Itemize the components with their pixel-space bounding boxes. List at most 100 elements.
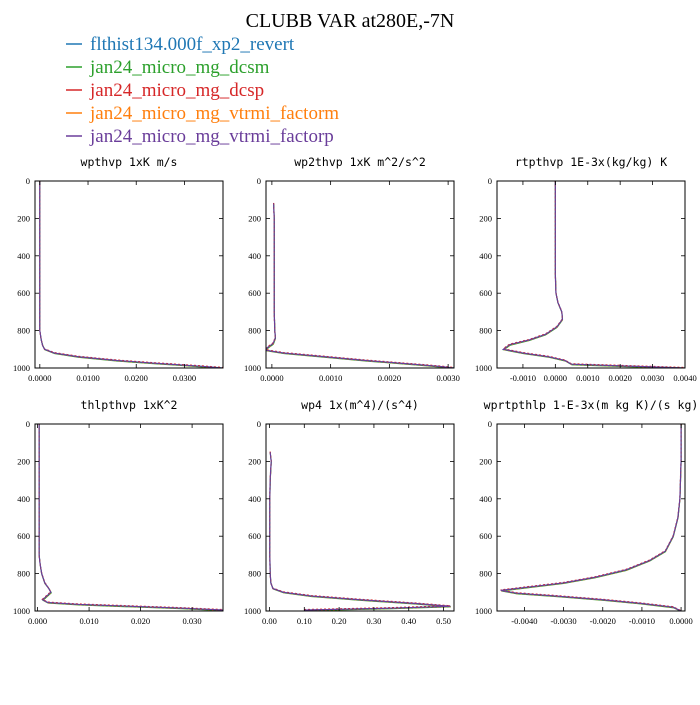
x-tick-label: -0.0020 — [590, 616, 616, 626]
figure-title: CLUBB VAR at280E,-7N — [246, 10, 455, 32]
y-tick-label: 600 — [479, 288, 492, 298]
x-tick-label: 0.20 — [332, 616, 347, 626]
legend-item: jan24_micro_mg_dcsp — [66, 80, 264, 101]
series-line — [266, 203, 454, 368]
y-tick-label: 200 — [17, 456, 30, 466]
y-tick-label: 200 — [479, 213, 492, 223]
x-tick-label: 0.30 — [366, 616, 381, 626]
y-tick-label: 200 — [17, 213, 30, 223]
series-line — [38, 424, 223, 611]
x-tick-label: 0.0000 — [544, 373, 567, 383]
y-tick-label: 400 — [248, 251, 261, 261]
y-tick-label: 400 — [17, 494, 30, 504]
series-line — [266, 203, 454, 368]
y-tick-label: 400 — [248, 494, 261, 504]
x-tick-label: 0.030 — [183, 616, 202, 626]
x-tick-label: 0.0010 — [319, 373, 342, 383]
series-line — [39, 181, 223, 368]
plot-frame — [496, 423, 686, 612]
legend-label: jan24_micro_mg_dcsm — [89, 57, 270, 78]
series-line — [269, 452, 451, 611]
series-line — [502, 181, 683, 368]
y-tick-label: 1000 — [244, 606, 261, 616]
plot-frame — [265, 180, 455, 369]
y-tick-label: 800 — [17, 326, 30, 336]
legend-item: jan24_micro_mg_vtrmi_factorm — [66, 103, 339, 124]
series-line — [269, 451, 451, 611]
series-line — [269, 451, 451, 611]
y-tick-label: 800 — [248, 569, 261, 579]
y-tick-label: 800 — [248, 326, 261, 336]
legend-label: jan24_micro_mg_dcsp — [89, 80, 264, 101]
series-line — [502, 181, 685, 368]
x-tick-label: 0.0030 — [641, 373, 664, 383]
x-tick-label: -0.0030 — [550, 616, 576, 626]
series-line — [38, 424, 223, 611]
x-tick-label: 0.0000 — [669, 616, 692, 626]
series-line — [266, 204, 454, 368]
y-tick-label: 1000 — [244, 363, 261, 373]
series-line — [500, 424, 682, 611]
x-tick-label: 0.0010 — [576, 373, 599, 383]
x-tick-label: 0.00 — [262, 616, 277, 626]
y-tick-label: 600 — [17, 288, 30, 298]
panel-title: wp4 1x(m^4)/(s^4) — [301, 398, 419, 412]
x-tick-label: 0.0040 — [673, 373, 696, 383]
x-tick-label: 0.000 — [28, 616, 47, 626]
x-tick-label: 0.0000 — [260, 373, 283, 383]
legend-item: jan24_micro_mg_vtrmi_factorp — [66, 126, 334, 147]
series-line — [500, 424, 682, 611]
chart-panel: rtpthvp 1E-3x(kg/kg) K 0 200 400 600 800 1000 -… — [475, 155, 697, 383]
panel-title: wprtpthlp 1-E-3x(m kg K)/(s kg) — [484, 398, 699, 412]
y-tick-label: 600 — [248, 531, 261, 541]
legend: flthist134.000f_xp2_revertjan24_micro_mg… — [66, 34, 339, 147]
x-tick-label: 0.0000 — [28, 373, 51, 383]
series-line — [39, 181, 223, 368]
panel-title: rtpthvp 1E-3x(kg/kg) K — [515, 155, 667, 169]
y-tick-label: 200 — [248, 456, 261, 466]
panel-title: wp2thvp 1xK m^2/s^2 — [294, 155, 426, 169]
series-line — [38, 424, 223, 611]
y-tick-label: 1000 — [13, 363, 30, 373]
series-line — [38, 424, 223, 611]
series-line — [501, 424, 682, 611]
y-tick-label: 200 — [479, 456, 492, 466]
chart-panel: wprtpthlp 1-E-3x(m kg K)/(s kg) 0 200 400 60… — [475, 398, 698, 626]
x-tick-label: 0.0020 — [608, 373, 631, 383]
series-line — [39, 181, 223, 368]
x-tick-label: 0.0300 — [173, 373, 196, 383]
plot-frame — [265, 423, 455, 612]
legend-item: flthist134.000f_xp2_revert — [66, 34, 295, 55]
series-line — [266, 203, 454, 368]
plot-frame — [34, 423, 224, 612]
chart-panel: wp2thvp 1xK m^2/s^2020040060080010000.00… — [244, 155, 460, 383]
x-tick-label: 0.0200 — [125, 373, 148, 383]
x-tick-label: -0.0010 — [629, 616, 655, 626]
x-tick-label: 0.0100 — [76, 373, 99, 383]
y-tick-label: 1000 — [13, 606, 30, 616]
y-tick-label: 400 — [479, 494, 492, 504]
y-tick-label: 400 — [17, 251, 30, 261]
series-line — [39, 181, 223, 368]
y-tick-label: 0 — [26, 176, 30, 186]
y-tick-label: 800 — [479, 569, 492, 579]
plot-frame — [496, 180, 686, 369]
series-line — [38, 424, 223, 611]
x-tick-label: 0.10 — [297, 616, 312, 626]
y-tick-label: 0 — [488, 419, 492, 429]
y-tick-label: 0 — [257, 176, 261, 186]
y-tick-label: 0 — [26, 419, 30, 429]
legend-label: jan24_micro_mg_vtrmi_factorm — [89, 103, 339, 124]
y-tick-label: 400 — [479, 251, 492, 261]
y-tick-label: 1000 — [475, 606, 492, 616]
x-tick-label: 0.0030 — [436, 373, 459, 383]
x-tick-label: 0.50 — [436, 616, 451, 626]
legend-item: jan24_micro_mg_dcsm — [66, 57, 270, 78]
y-tick-label: 0 — [488, 176, 492, 186]
y-tick-label: 1000 — [475, 363, 492, 373]
